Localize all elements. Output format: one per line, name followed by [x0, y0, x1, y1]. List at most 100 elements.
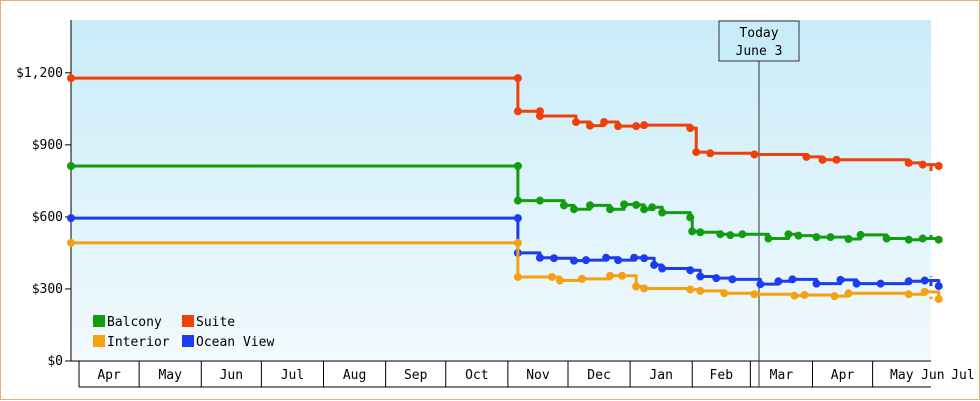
- balcony-data-point: [640, 205, 649, 214]
- ocean-view-data-point: [852, 279, 861, 288]
- interior-data-point: [513, 238, 522, 247]
- interior-data-point: [920, 287, 929, 296]
- ocean-view-data-point: [570, 256, 579, 265]
- suite-data-point: [750, 150, 759, 159]
- balcony-data-point: [688, 227, 697, 236]
- legend-swatch: [93, 335, 105, 347]
- x-tick-label: Jun: [220, 368, 243, 383]
- interior-data-point: [720, 289, 729, 298]
- legend-label: Balcony: [107, 315, 162, 330]
- balcony-data-point: [513, 162, 522, 171]
- ocean-view-data-point: [602, 253, 611, 262]
- interior-data-point: [513, 272, 522, 281]
- suite-data-point: [904, 158, 913, 167]
- interior-data-point: [686, 285, 695, 294]
- today-label: Today: [739, 26, 778, 41]
- interior-data-point: [547, 272, 556, 281]
- balcony-data-point: [648, 203, 657, 212]
- ocean-view-data-point: [904, 277, 913, 286]
- interior-data-point: [696, 286, 705, 295]
- ocean-view-data-point: [549, 254, 558, 263]
- legend-swatch: [182, 315, 194, 327]
- interior-data-point: [844, 289, 853, 298]
- suite-data-point: [692, 148, 701, 157]
- suite-data-point: [934, 162, 943, 171]
- ocean-view-data-point: [67, 214, 75, 223]
- balcony-data-point: [856, 230, 865, 239]
- interior-data-point: [800, 290, 809, 299]
- ocean-view-data-point: [728, 275, 737, 284]
- suite-data-point: [67, 74, 75, 83]
- balcony-data-point: [513, 196, 522, 205]
- balcony-data-point: [844, 235, 853, 244]
- suite-data-point: [586, 121, 595, 130]
- balcony-data-point: [586, 201, 595, 210]
- ocean-view-data-point: [513, 214, 522, 223]
- balcony-data-point: [559, 201, 568, 210]
- balcony-data-point: [686, 213, 695, 222]
- interior-data-point: [934, 295, 943, 304]
- balcony-data-point: [738, 230, 747, 239]
- suite-data-point: [513, 107, 522, 116]
- ocean-view-data-point: [658, 264, 667, 273]
- ocean-view-data-point: [582, 256, 591, 265]
- x-tick-label: Nov: [526, 368, 550, 383]
- interior-data-point: [790, 291, 799, 300]
- x-tick-label: Apr: [831, 368, 855, 383]
- suite-data-point: [686, 124, 695, 133]
- balcony-data-point: [764, 234, 773, 243]
- legend-label: Interior: [107, 335, 170, 350]
- interior-data-point: [578, 274, 587, 283]
- y-tick-label: $300: [32, 282, 63, 297]
- interior-data-point: [67, 238, 75, 247]
- ocean-view-data-point: [696, 272, 705, 281]
- suite-data-point: [535, 112, 544, 121]
- interior-data-point: [606, 271, 615, 280]
- balcony-data-point: [632, 200, 641, 209]
- balcony-data-point: [570, 205, 579, 214]
- suite-data-point: [706, 149, 715, 158]
- legend-swatch: [182, 335, 194, 347]
- y-tick-label: $1,200: [16, 66, 63, 81]
- balcony-data-point: [535, 196, 544, 205]
- ocean-view-data-point: [836, 275, 845, 284]
- legend-label: Ocean View: [196, 335, 274, 350]
- today-label-box: [718, 20, 800, 62]
- balcony-data-point: [904, 235, 913, 244]
- balcony-data-point: [794, 231, 803, 240]
- y-tick-label: $0: [47, 354, 63, 369]
- y-tick-label: $900: [32, 138, 63, 153]
- ocean-view-data-point: [774, 277, 783, 286]
- ocean-view-data-point: [920, 276, 929, 285]
- ocean-view-data-point: [812, 279, 821, 288]
- x-tick-label: Jan: [649, 368, 672, 383]
- suite-data-point: [513, 74, 522, 83]
- interior-data-point: [750, 290, 759, 299]
- x-tick-label: Jul: [951, 368, 974, 383]
- x-tick-label: May: [158, 368, 182, 383]
- legend-swatch: [93, 315, 105, 327]
- suite-data-point: [600, 118, 609, 127]
- ocean-view-data-point: [712, 274, 721, 283]
- ocean-view-data-point: [788, 275, 797, 284]
- interior-data-point: [640, 284, 649, 293]
- suite-data-point: [640, 121, 649, 130]
- balcony-data-point: [934, 235, 943, 244]
- ocean-view-data-point: [876, 279, 885, 288]
- suite-data-point: [818, 155, 827, 164]
- balcony-data-point: [620, 200, 629, 209]
- balcony-data-point: [658, 208, 667, 217]
- balcony-data-point: [812, 233, 821, 242]
- balcony-data-point: [716, 230, 725, 239]
- ocean-view-data-point: [640, 254, 649, 263]
- ocean-view-data-point: [756, 280, 765, 289]
- suite-data-point: [632, 122, 641, 131]
- balcony-data-point: [696, 228, 705, 237]
- ocean-view-data-point: [535, 253, 544, 262]
- suite-data-point: [918, 160, 927, 169]
- balcony-data-point: [67, 162, 75, 171]
- balcony-data-point: [882, 234, 891, 243]
- x-tick-label: Oct: [465, 368, 488, 383]
